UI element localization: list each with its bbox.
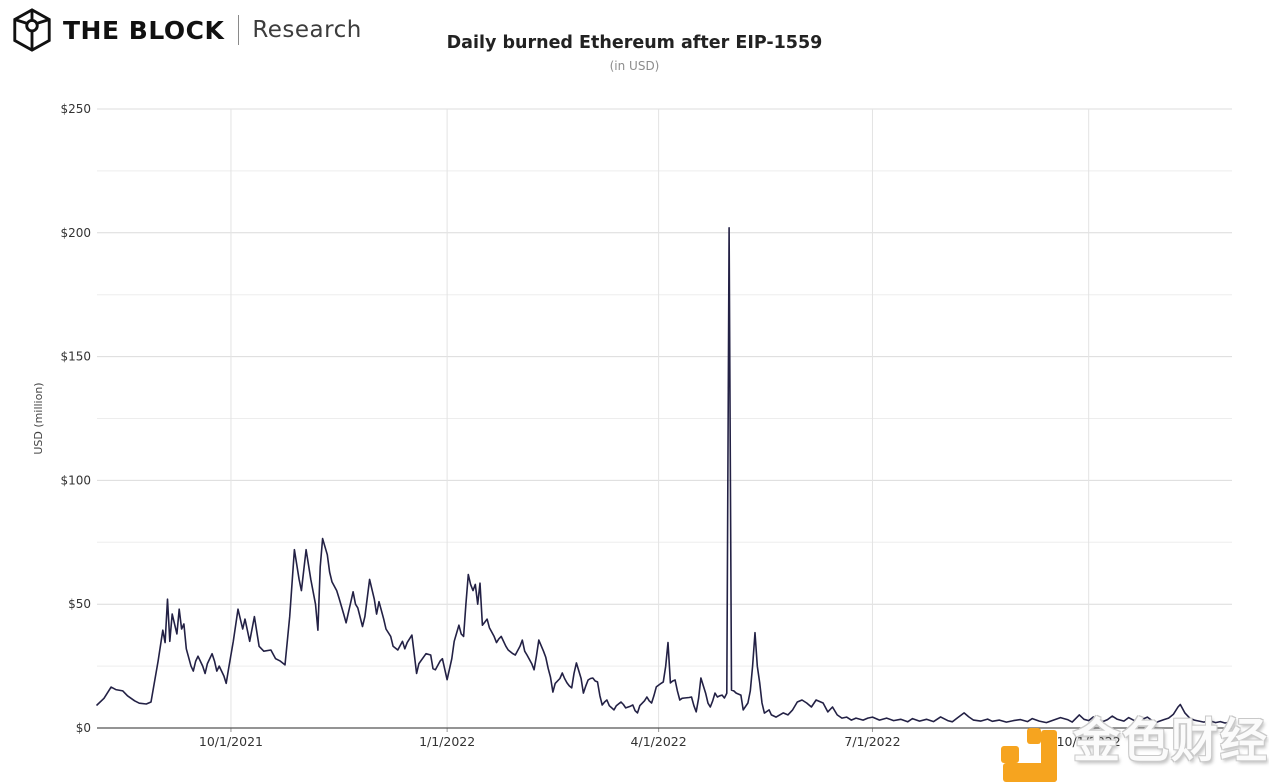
x-tick-label: 1/1/2022 <box>419 734 475 749</box>
brand-separator <box>238 15 240 45</box>
y-tick-label: $100 <box>60 473 91 487</box>
brand-name: THE BLOCK <box>63 15 225 45</box>
y-tick-label: $150 <box>60 350 91 364</box>
the-block-logo-icon <box>13 8 51 52</box>
x-tick-label: 10/1/2021 <box>199 734 263 749</box>
x-tick-label: 4/1/2022 <box>631 734 687 749</box>
x-tick-label: 10/1/2022 <box>1057 734 1121 749</box>
y-tick-label: $250 <box>60 102 91 116</box>
watermark-text: 金色财经 <box>1073 714 1269 769</box>
x-tick-label: 7/1/2022 <box>844 734 900 749</box>
data-line-series <box>96 227 1231 724</box>
y-tick-label: $50 <box>68 597 91 611</box>
jinse-finance-watermark: 金色财经 <box>1001 712 1269 782</box>
y-axis-title: USD (million) <box>32 382 45 454</box>
y-tick-label: $200 <box>60 226 91 240</box>
y-tick-label: $0 <box>76 721 91 735</box>
jinse-finance-logo-icon <box>1001 728 1057 782</box>
brand-sub-name: Research <box>252 17 362 43</box>
brand-header: THE BLOCK Research <box>10 8 362 52</box>
